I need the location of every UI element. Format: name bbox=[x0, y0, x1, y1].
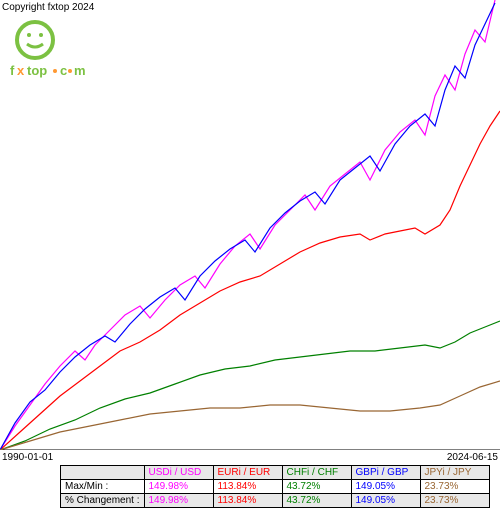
cell-value: 113.84% bbox=[213, 494, 282, 508]
legend-header: GBPi / GBP bbox=[351, 466, 420, 480]
cell-value: 23.73% bbox=[420, 480, 489, 494]
legend-header: USDi / USD bbox=[144, 466, 213, 480]
series-euri---eur bbox=[0, 111, 500, 450]
legend-header: JPYi / JPY bbox=[420, 466, 489, 480]
series-jpyi---jpy bbox=[0, 381, 500, 450]
series-gbpi---gbp bbox=[0, 3, 495, 450]
legend-header: CHFi / CHF bbox=[282, 466, 351, 480]
cell-value: 149.98% bbox=[144, 494, 213, 508]
row-label: Max/Min : bbox=[61, 480, 145, 494]
date-start: 1990-01-01 bbox=[2, 452, 53, 463]
cell-value: 23.73% bbox=[420, 494, 489, 508]
cell-value: 43.72% bbox=[282, 480, 351, 494]
cell-value: 149.05% bbox=[351, 480, 420, 494]
legend-header: EURi / EUR bbox=[213, 466, 282, 480]
cell-value: 113.84% bbox=[213, 480, 282, 494]
cell-value: 149.98% bbox=[144, 480, 213, 494]
row-label: % Changement : bbox=[61, 494, 145, 508]
legend-table: USDi / USDEURi / EURCHFi / CHFGBPi / GBP… bbox=[60, 465, 490, 508]
series-usdi---usd bbox=[0, 0, 495, 450]
cell-value: 149.05% bbox=[351, 494, 420, 508]
date-end: 2024-06-15 bbox=[447, 452, 498, 463]
legend-header bbox=[61, 466, 145, 480]
currency-chart bbox=[0, 0, 500, 450]
cell-value: 43.72% bbox=[282, 494, 351, 508]
